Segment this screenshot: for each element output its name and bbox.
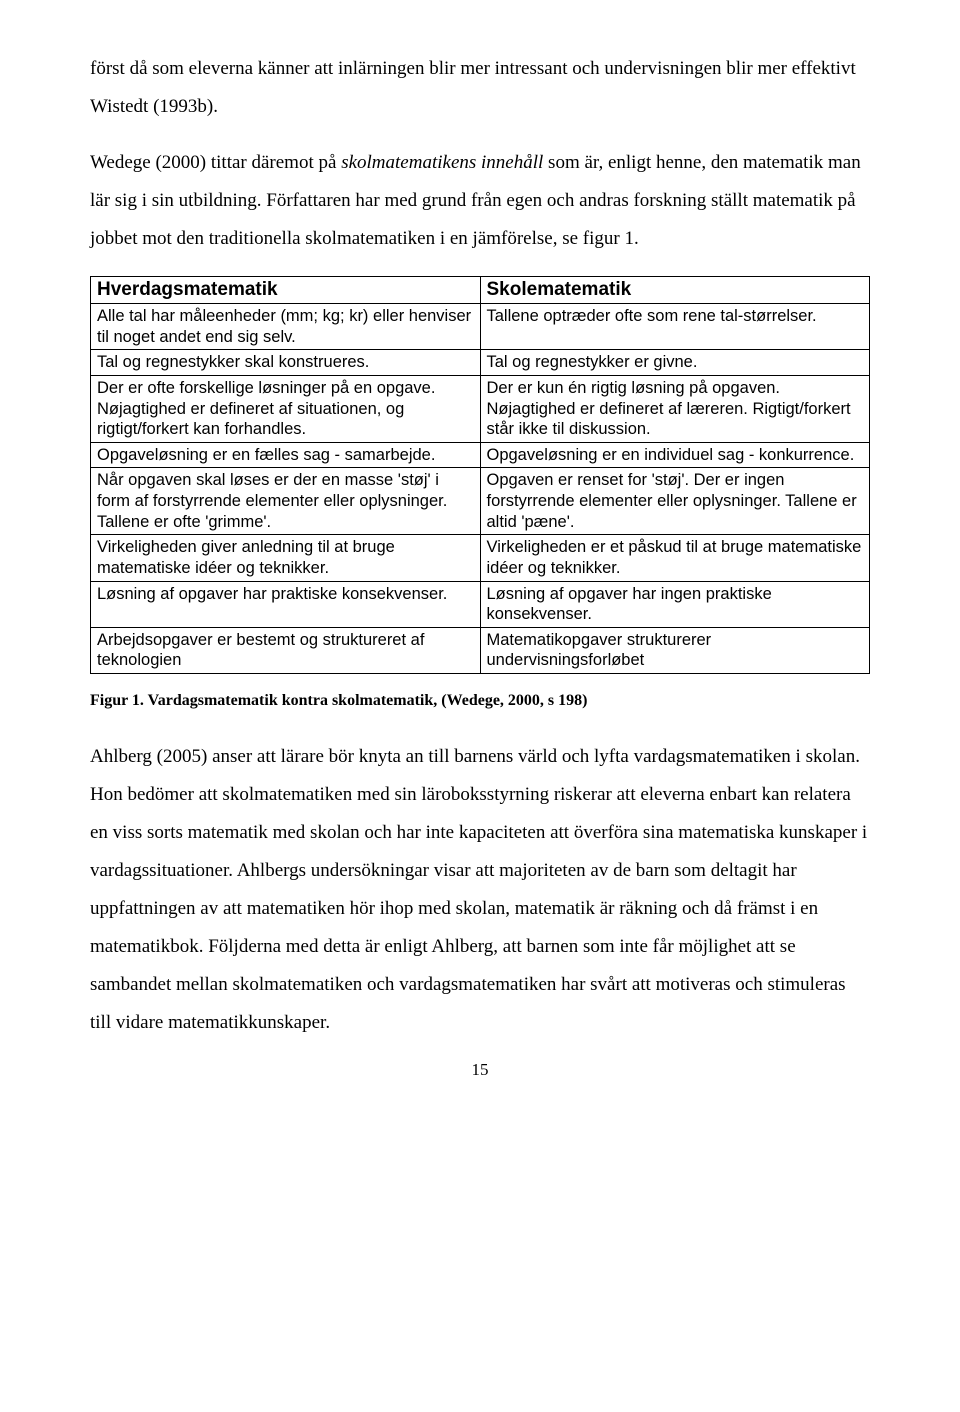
table-cell: Opgaveløsning er en individuel sag - kon… bbox=[480, 442, 870, 468]
table-cell: Løsning af opgaver har ingen praktiske k… bbox=[480, 581, 870, 627]
table-row: Opgaveløsning er en fælles sag - samarbe… bbox=[91, 442, 870, 468]
table-header-left: Hverdagsmatematik bbox=[91, 277, 481, 304]
table-cell: Virkeligheden giver anledning til at bru… bbox=[91, 535, 481, 581]
table-row: Tal og regnestykker skal konstrueres. Ta… bbox=[91, 350, 870, 376]
table-row: Arbejdsopgaver er bestemt og strukturere… bbox=[91, 627, 870, 673]
table-cell: Tal og regnestykker er givne. bbox=[480, 350, 870, 376]
paragraph-1: först då som eleverna känner att inlärni… bbox=[90, 50, 870, 126]
table-cell: Tal og regnestykker skal konstrueres. bbox=[91, 350, 481, 376]
p2-pre: Wedege (2000) tittar däremot på bbox=[90, 152, 341, 173]
table-row: Løsning af opgaver har praktiske konsekv… bbox=[91, 581, 870, 627]
table-cell: Arbejdsopgaver er bestemt og strukturere… bbox=[91, 627, 481, 673]
table-header-row: Hverdagsmatematik Skolematematik bbox=[91, 277, 870, 304]
figure-caption: Figur 1. Vardagsmatematik kontra skolmat… bbox=[90, 692, 870, 710]
table-cell: Tallene optræder ofte som rene tal-størr… bbox=[480, 304, 870, 350]
table-cell: Opgaveløsning er en fælles sag - samarbe… bbox=[91, 442, 481, 468]
p2-italic: skolmatematikens innehåll bbox=[341, 152, 543, 173]
paragraph-3: Ahlberg (2005) anser att lärare bör knyt… bbox=[90, 738, 870, 1042]
table-row: Der er ofte forskellige løsninger på en … bbox=[91, 375, 870, 442]
comparison-table-wrap: Hverdagsmatematik Skolematematik Alle ta… bbox=[90, 276, 870, 674]
table-header-right: Skolematematik bbox=[480, 277, 870, 304]
page-container: först då som eleverna känner att inlärni… bbox=[0, 0, 960, 1120]
table-cell: Der er ofte forskellige løsninger på en … bbox=[91, 375, 481, 442]
table-cell: Alle tal har måleenheder (mm; kg; kr) el… bbox=[91, 304, 481, 350]
table-row: Virkeligheden giver anledning til at bru… bbox=[91, 535, 870, 581]
table-row: Alle tal har måleenheder (mm; kg; kr) el… bbox=[91, 304, 870, 350]
table-cell: Virkeligheden er et påskud til at bruge … bbox=[480, 535, 870, 581]
page-number: 15 bbox=[90, 1060, 870, 1080]
table-row: Når opgaven skal løses er der en masse '… bbox=[91, 468, 870, 535]
table-cell: Der er kun én rigtig løsning på opgaven.… bbox=[480, 375, 870, 442]
table-cell: Løsning af opgaver har praktiske konsekv… bbox=[91, 581, 481, 627]
table-cell: Opgaven er renset for 'støj'. Der er ing… bbox=[480, 468, 870, 535]
table-cell: Matematikopgaver strukturerer undervisni… bbox=[480, 627, 870, 673]
paragraph-2: Wedege (2000) tittar däremot på skolmate… bbox=[90, 144, 870, 258]
comparison-table: Hverdagsmatematik Skolematematik Alle ta… bbox=[90, 276, 870, 674]
table-cell: Når opgaven skal løses er der en masse '… bbox=[91, 468, 481, 535]
